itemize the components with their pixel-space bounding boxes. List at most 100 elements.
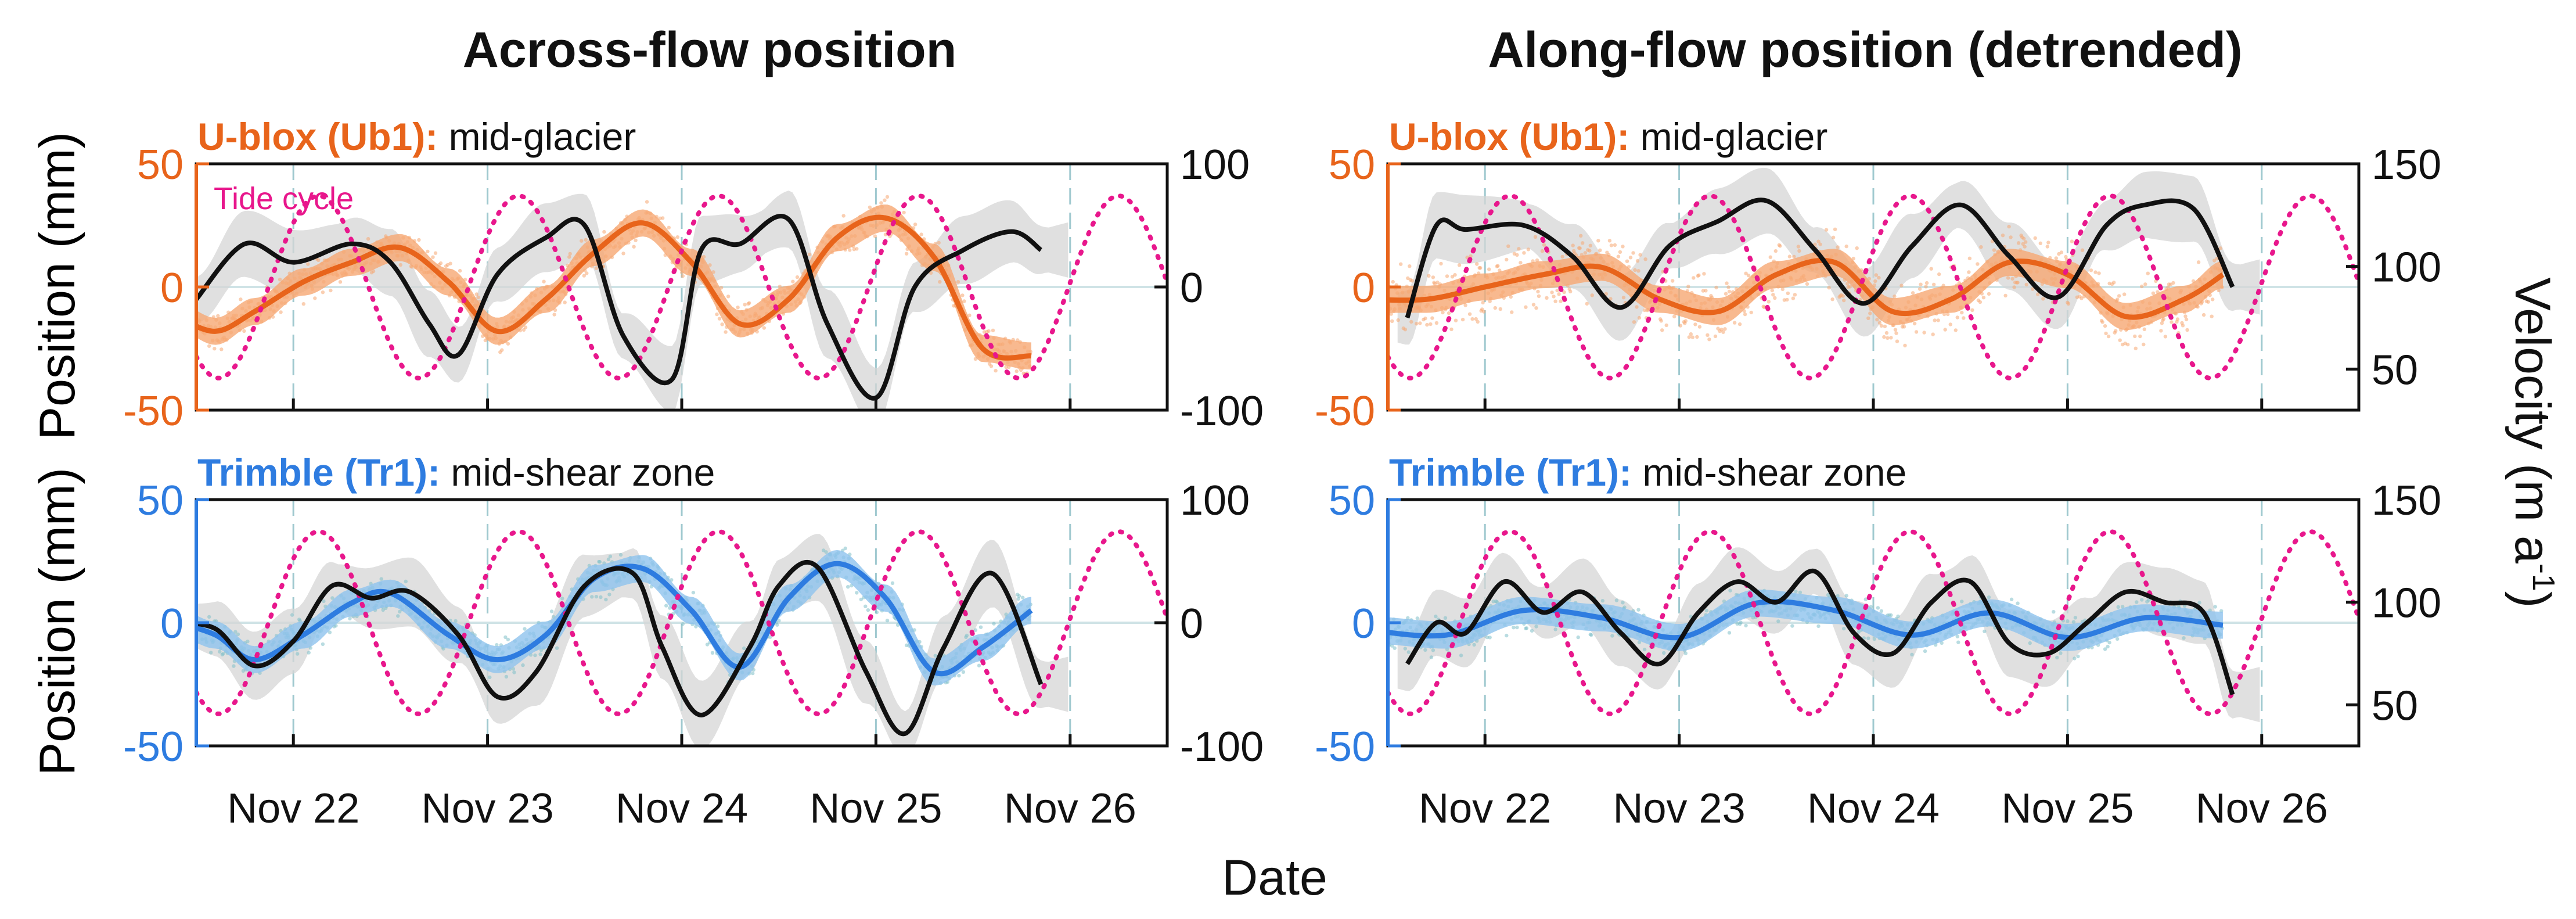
xtick-label: Nov 26 bbox=[2196, 785, 2328, 832]
position-point bbox=[1378, 315, 1381, 318]
position-point bbox=[1899, 283, 1904, 288]
position-point bbox=[1410, 279, 1414, 283]
position-point bbox=[1831, 235, 1836, 239]
position-point bbox=[751, 671, 755, 676]
position-point bbox=[1924, 281, 1929, 285]
panel-subtitle: Trimble (Tr1): mid-shear zone bbox=[197, 451, 715, 494]
position-point bbox=[1598, 248, 1602, 252]
position-point bbox=[675, 235, 680, 239]
position-point bbox=[2003, 293, 2007, 298]
position-point bbox=[2114, 329, 2118, 333]
position-point bbox=[1434, 614, 1438, 619]
position-point bbox=[602, 229, 606, 234]
position-point bbox=[2196, 260, 2201, 264]
position-point bbox=[1704, 608, 1709, 613]
position-point bbox=[1636, 269, 1640, 273]
position-point bbox=[1510, 310, 1514, 314]
column-title-along: Along-flow position (detrended) bbox=[1488, 22, 2242, 78]
position-point bbox=[2031, 287, 2035, 291]
position-point bbox=[2218, 246, 2222, 250]
ytick-label: -50 bbox=[1315, 724, 1375, 770]
position-point bbox=[1552, 295, 1556, 299]
position-point bbox=[1536, 289, 1540, 294]
position-point bbox=[2206, 300, 2210, 304]
position-point bbox=[1380, 306, 1383, 309]
y2tick-label: 50 bbox=[2372, 683, 2418, 729]
position-point bbox=[207, 615, 211, 619]
position-point bbox=[1875, 318, 1879, 322]
position-point bbox=[185, 323, 189, 326]
position-point bbox=[1790, 624, 1794, 628]
position-point bbox=[2143, 282, 2147, 286]
position-point bbox=[1470, 317, 1474, 321]
position-point bbox=[807, 252, 812, 257]
position-point bbox=[2213, 605, 2217, 609]
position-point bbox=[604, 597, 608, 602]
position-point bbox=[1893, 328, 1898, 332]
position-point bbox=[1380, 623, 1384, 627]
position-point bbox=[1526, 247, 1531, 252]
position-point bbox=[1967, 270, 1971, 274]
position-point bbox=[1830, 297, 1834, 301]
position-point bbox=[246, 640, 250, 644]
velocity-line bbox=[1405, 198, 2235, 319]
position-point bbox=[1719, 328, 1724, 332]
position-point bbox=[667, 225, 671, 229]
position-point bbox=[1816, 624, 1821, 629]
position-point bbox=[290, 613, 294, 617]
position-point bbox=[2022, 236, 2026, 240]
position-point bbox=[994, 368, 998, 373]
position-point bbox=[875, 610, 879, 615]
position-point bbox=[2201, 313, 2206, 317]
position-point bbox=[1894, 331, 1898, 335]
position-point bbox=[506, 637, 510, 642]
position-point bbox=[1882, 335, 1886, 339]
position-point bbox=[1686, 285, 1690, 289]
position-point bbox=[1824, 228, 1829, 232]
plot-area bbox=[196, 500, 1167, 746]
position-point bbox=[1914, 330, 1919, 334]
xtick-label: Nov 22 bbox=[227, 785, 359, 832]
position-point bbox=[523, 325, 528, 329]
position-point bbox=[1550, 290, 1554, 295]
position-point bbox=[1962, 316, 1966, 320]
position-point bbox=[1429, 322, 1433, 326]
position-point bbox=[1589, 633, 1593, 637]
position-point bbox=[209, 651, 213, 655]
position-point bbox=[233, 630, 238, 634]
position-point bbox=[2134, 346, 2138, 350]
position-point bbox=[1796, 245, 1801, 249]
position-point bbox=[236, 632, 240, 637]
position-point bbox=[1911, 291, 1915, 295]
position-point bbox=[1981, 296, 1986, 300]
position-point bbox=[1534, 306, 1538, 310]
position-point bbox=[1638, 253, 1642, 257]
position-point bbox=[873, 234, 877, 238]
position-point bbox=[1884, 331, 1889, 335]
position-point bbox=[664, 604, 668, 608]
position-point bbox=[1816, 239, 1821, 243]
position-point bbox=[189, 328, 192, 331]
position-point bbox=[1987, 595, 1991, 599]
position-point bbox=[1690, 335, 1694, 339]
position-point bbox=[1618, 250, 1622, 254]
position-point bbox=[1418, 321, 1422, 325]
position-point bbox=[1491, 599, 1495, 604]
position-point bbox=[1478, 266, 1483, 270]
position-point bbox=[1771, 293, 1775, 297]
position-point bbox=[743, 303, 747, 307]
position-point bbox=[795, 275, 800, 279]
position-point bbox=[1992, 248, 1996, 252]
left-ylabel-bottom: Position (mm) bbox=[30, 468, 85, 776]
position-point bbox=[1381, 327, 1385, 331]
position-point bbox=[1377, 273, 1380, 277]
position-point bbox=[1380, 642, 1383, 646]
position-point bbox=[1604, 292, 1609, 296]
position-point bbox=[956, 280, 960, 284]
position-point bbox=[500, 348, 504, 352]
position-point bbox=[1423, 316, 1427, 321]
position-point bbox=[2160, 321, 2164, 325]
position-point bbox=[2012, 285, 2016, 289]
position-point bbox=[1382, 285, 1386, 288]
position-point bbox=[1621, 296, 1626, 300]
